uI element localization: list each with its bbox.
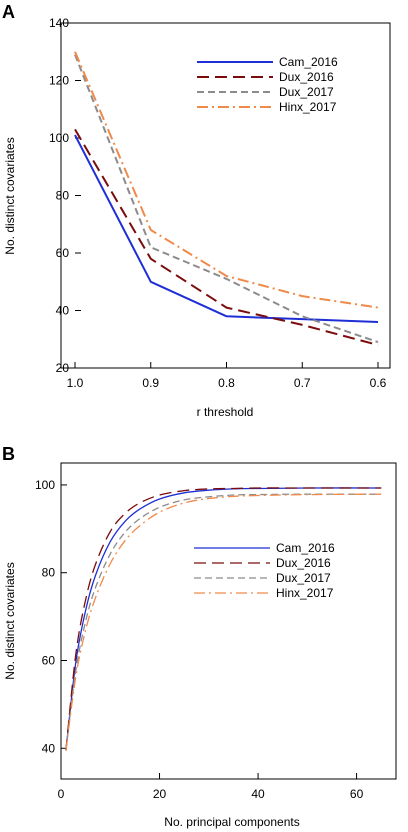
series-line-dux-2017 [74,54,379,344]
legend-label: Dux_2016 [279,70,334,84]
x-tick-label: 1.0 [67,376,84,390]
series-line-cam-2016 [65,487,382,751]
legend-label: Cam_2016 [279,55,338,69]
x-tick-label: 0 [58,787,65,801]
panel-a-y-axis: 20 40 60 80 100 120 140 [49,16,81,375]
legend-label: Hinx_2017 [276,586,334,600]
legend-label: Dux_2017 [279,85,334,99]
x-tick-label: 0.9 [142,376,159,390]
panel-b-label: B [2,444,15,464]
legend-label: Hinx_2017 [279,100,337,114]
y-tick-label: 60 [56,246,70,260]
legend-label: Dux_2017 [276,571,331,585]
panel-b-x-axis-label: No. principal components [164,815,299,829]
y-tick-label: 140 [49,16,69,30]
panel-b-series [65,487,382,751]
y-tick-label: 120 [49,74,69,88]
y-tick-label: 80 [56,189,70,203]
panel-a-y-axis-label: No. distinct covariates [3,137,17,254]
legend-label: Cam_2016 [276,541,335,555]
series-line-dux-2017 [65,493,382,751]
x-tick-label: 20 [153,787,167,801]
panel-a-x-axis-label: r threshold [197,405,254,419]
panel-b-x-axis: 0 20 40 60 [58,773,364,801]
series-line-cam-2016 [74,134,379,323]
x-tick-label: 40 [251,787,265,801]
series-line-hinx-2017 [74,51,379,309]
panel-a-series [74,51,379,346]
panel-a: A 20 40 60 80 100 120 140 1.0 0.9 0.8 0.7 0.6 Cam_… [2,2,391,419]
panel-a-label: A [2,2,15,22]
x-tick-label: 60 [350,787,364,801]
legend-label: Dux_2016 [276,556,331,570]
x-tick-label: 0.8 [218,376,235,390]
panel-b-y-axis-label: No. distinct covariates [3,562,17,679]
y-tick-label: 100 [49,131,69,145]
panel-b-plot-frame [60,462,397,780]
y-tick-label: 40 [42,741,56,755]
x-tick-label: 0.7 [294,376,311,390]
y-tick-label: 80 [42,566,56,580]
x-tick-label: 0.6 [370,376,387,390]
y-tick-label: 100 [35,478,55,492]
series-line-dux-2016 [74,128,379,346]
series-line-hinx-2017 [65,493,382,751]
y-tick-label: 60 [42,654,56,668]
series-line-dux-2016 [65,487,382,751]
y-tick-label: 40 [56,304,70,318]
panel-b: B 40 60 80 100 0 20 40 60 Cam_2016Dux_2016Dux_… [2,444,397,829]
panel-a-x-axis: 1.0 0.9 0.8 0.7 0.6 [67,362,387,390]
y-tick-label: 20 [56,361,70,375]
panel-b-y-axis: 40 60 80 100 [35,478,67,755]
panel-a-plot-frame [60,22,391,369]
